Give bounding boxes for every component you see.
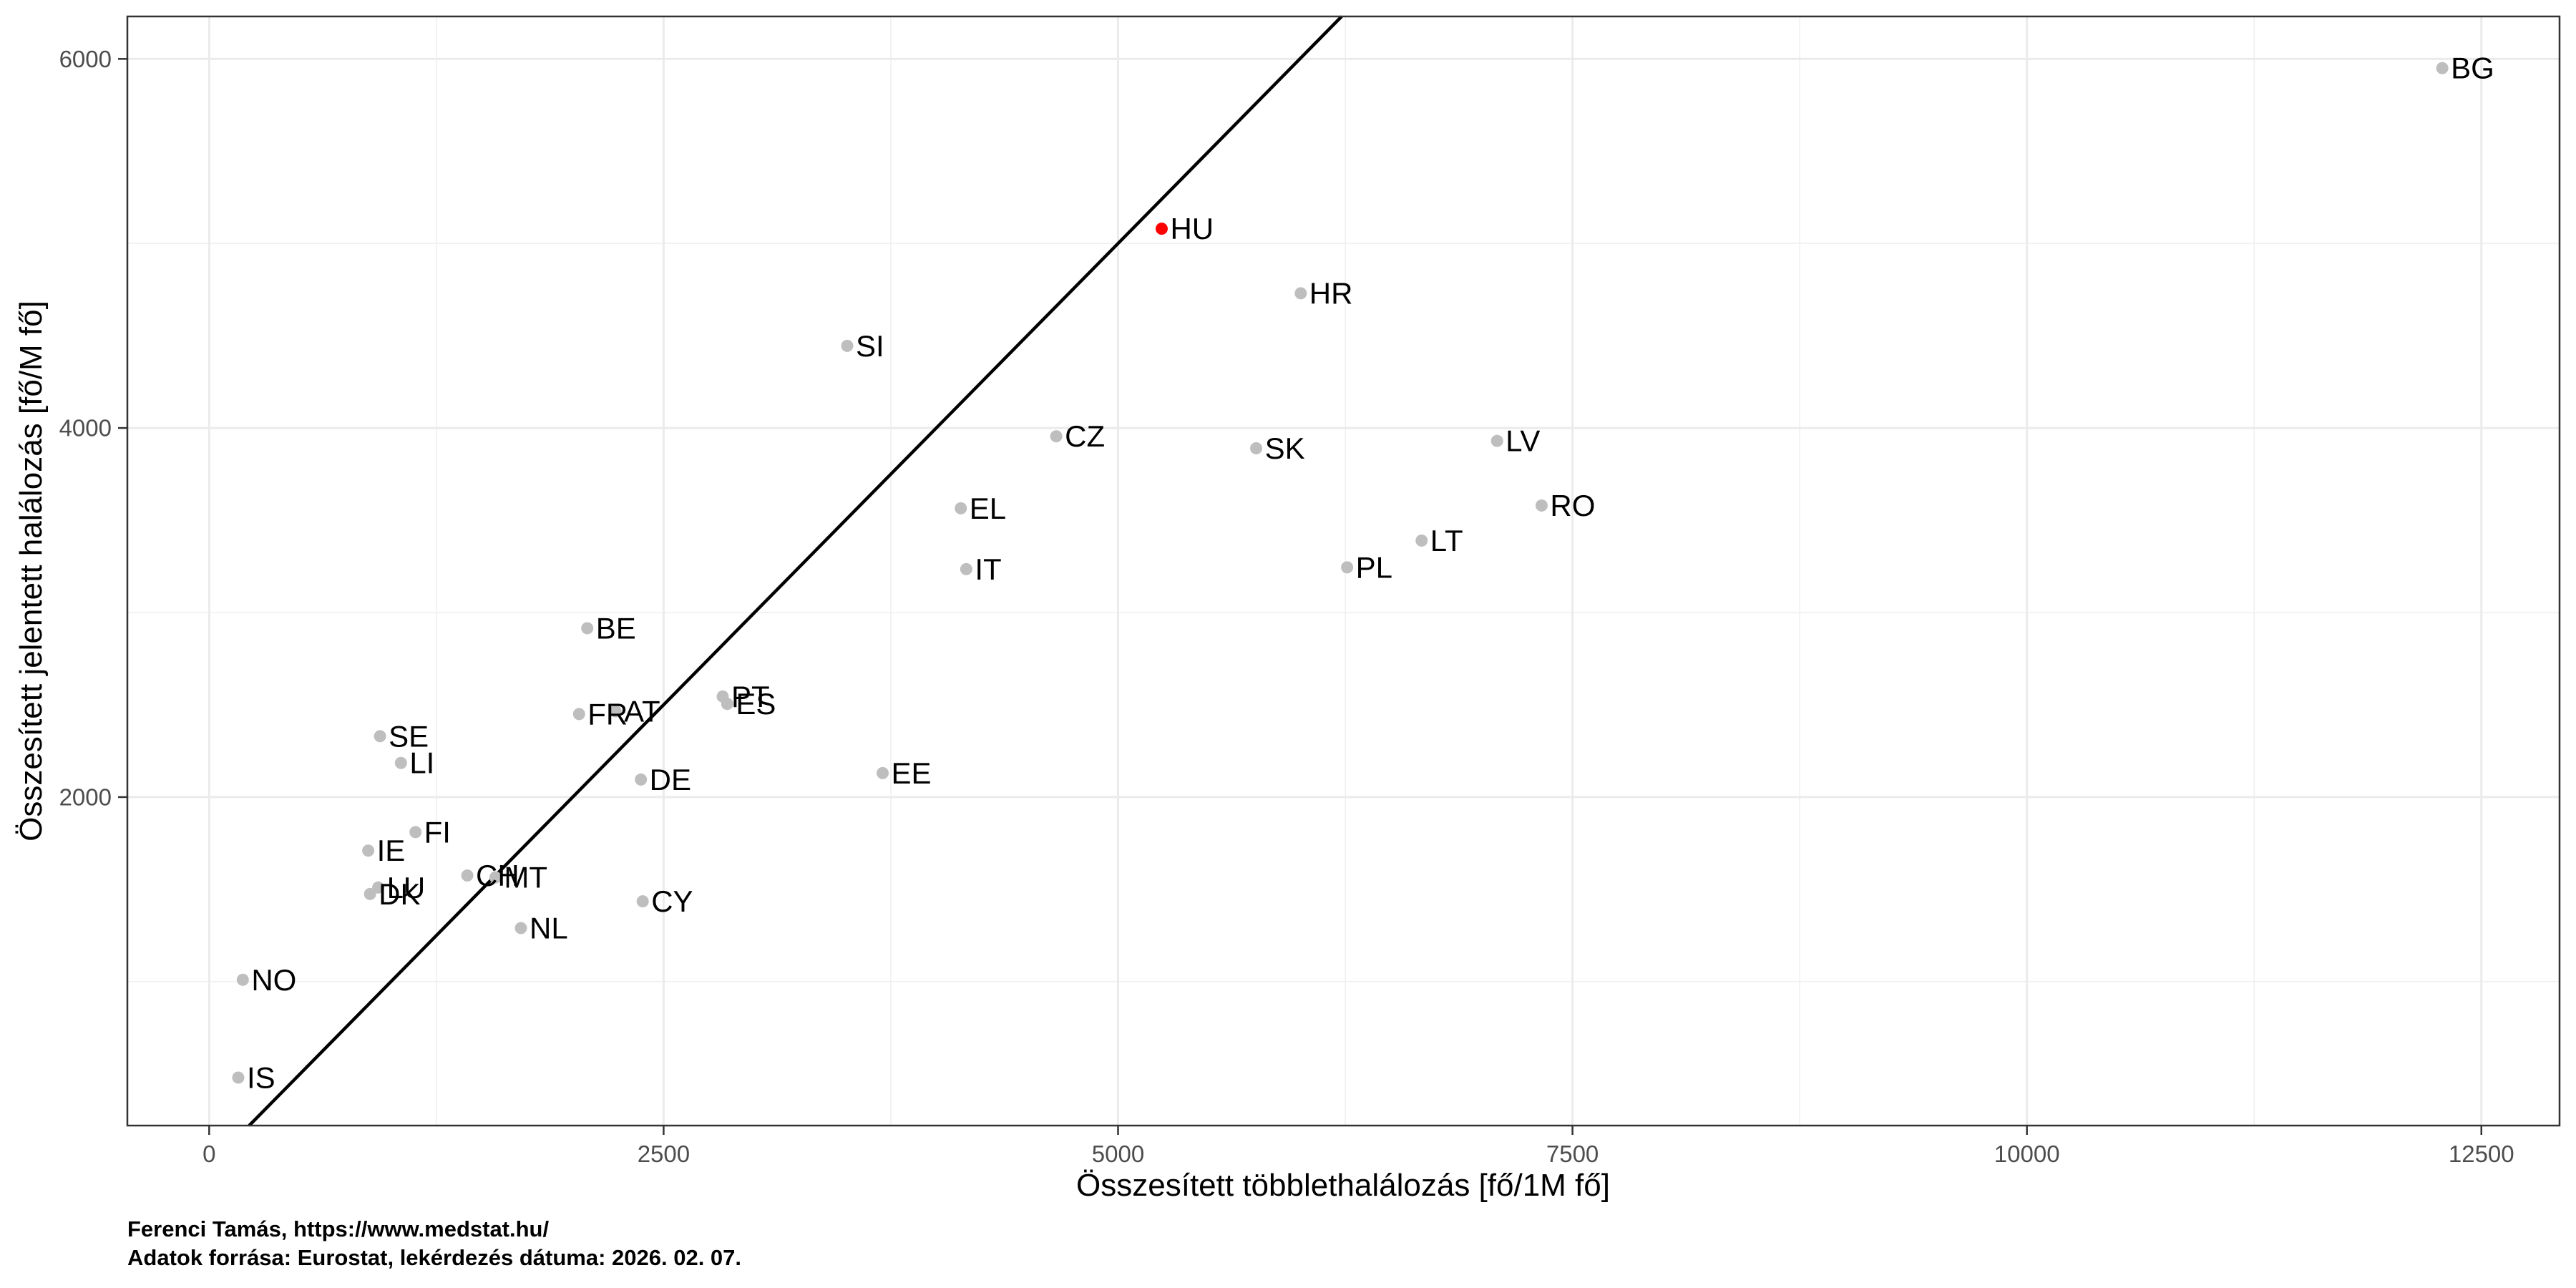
point-label-SK: SK [1265,431,1305,465]
data-point-PL [1341,561,1354,574]
data-point-LT [1415,534,1428,547]
point-label-IE: IE [377,834,406,867]
point-label-BE: BE [596,611,636,645]
y-tick-label-2000: 2000 [59,784,112,810]
point-label-DK: DK [379,877,420,911]
x-axis-title: Összesített többlethalálozás [fő/1M fő] [1076,1168,1610,1203]
point-label-LU: LU [387,871,426,904]
data-point-SK [1250,441,1263,454]
point-label-FI: FI [424,815,451,849]
point-label-BG: BG [2451,52,2494,85]
data-point-BG [2436,62,2449,74]
point-label-HR: HR [1309,276,1353,310]
point-label-AT: AT [624,695,660,728]
footer: Ferenci Tamás, https://www.medstat.hu/ A… [127,1215,741,1272]
point-label-PL: PL [1356,550,1392,584]
identity-line [248,15,1343,1127]
panel-border-layer [126,15,2561,1127]
data-point-FR [572,708,585,721]
data-point-ES [721,698,733,711]
data-point-EL [955,502,967,514]
data-point-IS [232,1071,245,1084]
x-tick-label-10000: 10000 [1994,1141,2060,1167]
identity-line-layer [248,15,1343,1127]
footer-source-line: Adatok forrása: Eurostat, lekérdezés dát… [127,1245,742,1270]
axis-ticks-layer [118,58,2483,1135]
footer-author-line: Ferenci Tamás, https://www.medstat.hu/ [127,1216,550,1241]
point-label-RO: RO [1550,489,1595,522]
point-label-EL: EL [970,492,1006,525]
point-label-FR: FR [587,697,628,731]
data-point-LV [1491,434,1503,447]
point-label-EE: EE [892,756,932,790]
data-point-SE [374,730,386,743]
x-tick-label-5000: 5000 [1092,1141,1144,1167]
point-label-SE: SE [389,719,429,753]
point-label-NO: NO [251,963,296,997]
data-point-SI [841,339,854,352]
data-point-DK [364,887,376,900]
data-point-HR [1294,287,1307,300]
data-point-DE [635,773,648,786]
data-point-RO [1535,499,1548,512]
x-tick-label-2500: 2500 [638,1141,690,1167]
point-label-CY: CY [651,884,693,918]
y-tick-label-4000: 4000 [59,415,112,441]
grid-minor-layer [127,16,2560,1126]
x-tick-label-12500: 12500 [2449,1141,2514,1167]
data-point-FI [409,826,422,839]
data-point-CH [461,869,474,882]
data-point-EE [877,766,889,779]
point-label-PT: PT [731,680,770,713]
point-label-NL: NL [530,912,568,945]
data-point-LI [394,756,407,769]
point-label-LT: LT [1430,524,1463,557]
point-label-HU: HU [1170,212,1214,245]
data-point-NL [514,922,527,935]
point-label-SI: SI [856,329,884,363]
grid-major-layer [127,16,2560,1126]
x-tick-label-0: 0 [203,1141,215,1167]
data-point-NO [236,973,249,986]
y-tick-label-6000: 6000 [59,46,112,72]
point-label-DE: DE [650,763,691,796]
points-layer [232,62,2449,1084]
data-point-CZ [1050,430,1063,443]
y-axis-title: Összesített jelentett halálozás [fő/M fő… [14,301,49,841]
point-label-CZ: CZ [1065,419,1105,453]
point-label-LI: LI [409,746,434,780]
data-point-CY [636,895,649,908]
data-point-BE [581,622,594,635]
data-point-MT [489,871,502,884]
data-point-IE [362,844,375,857]
point-label-MT: MT [504,861,547,894]
data-point-LU [372,881,385,894]
point-label-LV: LV [1506,424,1540,458]
x-tick-label-7500: 7500 [1546,1141,1599,1167]
axis-tick-labels-layer: 0 2500 5000 7500 10000 12500 2000 4000 6000 [59,46,2514,1167]
data-point-AT [609,705,622,718]
data-point-IT [960,562,972,575]
point-label-ES: ES [736,687,776,721]
point-label-IT: IT [975,552,1001,586]
point-label-IS: IS [247,1060,275,1094]
panel-border [126,15,2561,1127]
point-label-CH: CH [476,859,519,892]
data-point-HU [1155,223,1168,235]
